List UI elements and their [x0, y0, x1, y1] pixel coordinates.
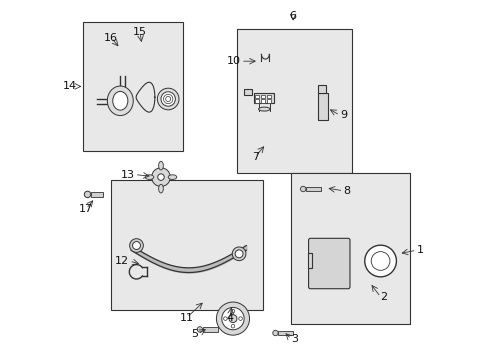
Text: 5: 5	[190, 329, 197, 339]
Circle shape	[231, 324, 234, 328]
Bar	[203, 327, 218, 332]
Text: 10: 10	[226, 56, 241, 66]
Bar	[244, 89, 252, 95]
Circle shape	[161, 92, 175, 106]
Bar	[307, 253, 311, 268]
Ellipse shape	[113, 91, 127, 110]
Circle shape	[232, 247, 245, 261]
Circle shape	[231, 309, 234, 313]
Bar	[291, 173, 409, 324]
Bar	[254, 93, 273, 103]
Bar	[266, 95, 270, 98]
Ellipse shape	[258, 107, 269, 111]
Ellipse shape	[84, 191, 91, 198]
Ellipse shape	[145, 175, 153, 180]
Circle shape	[238, 317, 242, 320]
FancyBboxPatch shape	[308, 238, 349, 289]
Text: 3: 3	[291, 334, 298, 344]
Text: 4: 4	[226, 312, 233, 323]
Text: 6: 6	[289, 11, 296, 21]
Ellipse shape	[300, 186, 305, 192]
Ellipse shape	[158, 184, 163, 193]
Circle shape	[228, 315, 237, 323]
Bar	[317, 93, 327, 120]
Ellipse shape	[168, 175, 177, 180]
Text: 2: 2	[380, 292, 387, 302]
Circle shape	[222, 307, 244, 330]
Bar	[111, 180, 262, 310]
Text: 7: 7	[251, 152, 258, 162]
Bar	[82, 22, 183, 151]
Bar	[261, 95, 264, 98]
Circle shape	[364, 245, 396, 277]
Circle shape	[151, 168, 170, 186]
Bar	[318, 85, 325, 93]
Text: 13: 13	[121, 170, 134, 180]
Bar	[237, 29, 352, 173]
Ellipse shape	[158, 161, 163, 170]
Ellipse shape	[197, 327, 202, 332]
Text: 12: 12	[115, 256, 129, 266]
Bar	[255, 99, 259, 103]
Text: 11: 11	[180, 312, 194, 323]
Circle shape	[132, 242, 140, 249]
Circle shape	[370, 252, 389, 270]
Ellipse shape	[272, 330, 278, 336]
Bar	[91, 192, 103, 197]
Text: 17: 17	[79, 204, 93, 214]
Bar	[305, 187, 321, 191]
Text: 8: 8	[343, 186, 350, 196]
Circle shape	[157, 88, 179, 110]
Bar	[278, 331, 293, 335]
Circle shape	[158, 174, 164, 180]
Circle shape	[216, 302, 249, 335]
Text: 9: 9	[339, 110, 346, 120]
Text: 14: 14	[63, 81, 77, 91]
Bar	[255, 95, 259, 98]
Text: 1: 1	[416, 245, 423, 255]
Text: 15: 15	[133, 27, 147, 37]
Ellipse shape	[107, 86, 133, 116]
Bar	[261, 99, 264, 103]
Circle shape	[129, 239, 143, 252]
Text: 16: 16	[104, 33, 118, 43]
Bar	[266, 99, 270, 103]
Circle shape	[235, 250, 243, 258]
Circle shape	[223, 317, 227, 320]
